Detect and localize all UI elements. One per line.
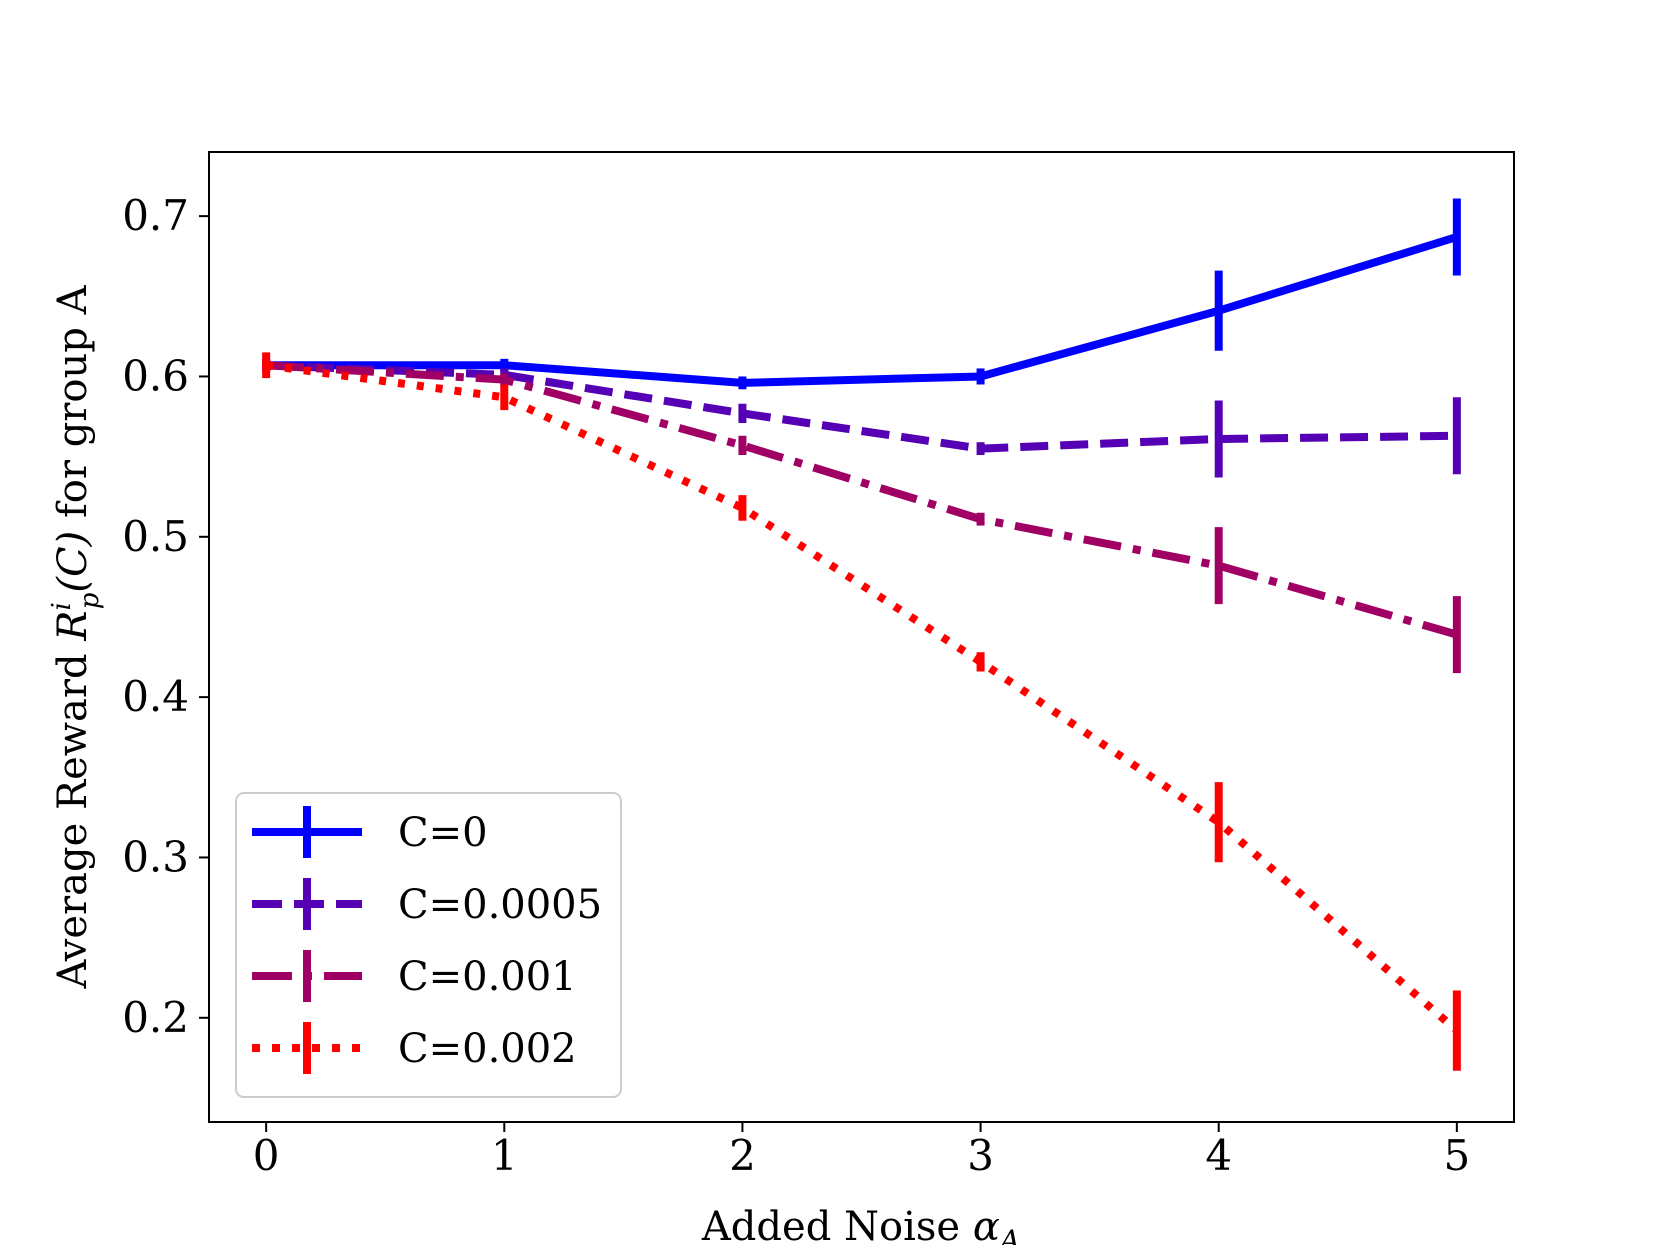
data-point [978, 374, 983, 379]
data-point [740, 380, 745, 385]
legend-item: C=0.002 [252, 1022, 577, 1074]
y-axis-label-subscript: p [75, 592, 105, 609]
y-tick-label: 0.6 [122, 351, 189, 400]
legend-item: C=0.001 [252, 950, 577, 1002]
legend-frame [235, 792, 622, 1098]
y-tick-label: 0.7 [122, 191, 189, 240]
x-tick-label: 3 [967, 1131, 994, 1180]
plot-frame [208, 151, 1515, 1123]
data-point [978, 659, 983, 664]
series-C=0 [262, 198, 1461, 390]
series-line [265, 361, 1460, 1034]
legend-label: C=0.002 [398, 1026, 577, 1072]
y-axis-label-argument: (C) [50, 531, 96, 593]
y-tick-label: 0.3 [122, 832, 189, 881]
data-point [740, 411, 745, 416]
y-axis-label-suffix: for group A [50, 284, 96, 530]
data-point [978, 517, 983, 522]
x-axis-label-main: Added Noise [701, 1204, 973, 1245]
series-line [265, 361, 1458, 639]
data-point [1216, 563, 1221, 568]
y-axis-label-superscript: i [47, 602, 77, 610]
x-axis-label-symbol: α [973, 1204, 1000, 1245]
series-line [266, 233, 1459, 387]
data-point [1216, 820, 1221, 825]
y-axis-label-prefix: Average Reward [50, 641, 96, 990]
x-axis-label-subscript: A [997, 1224, 1020, 1245]
legend: C=0 C=0.0005 C=0.001 C=0.002 [235, 792, 622, 1098]
x-axis: 0 1 2 3 4 5 [253, 1122, 1470, 1180]
legend-item: C=0.0005 [252, 878, 602, 930]
data-point [502, 363, 507, 368]
y-tick-label: 0.4 [122, 672, 189, 721]
data-point [740, 443, 745, 448]
x-tick-label: 1 [491, 1131, 518, 1180]
y-tick-label: 0.2 [122, 993, 189, 1042]
x-tick-label: 5 [1443, 1131, 1470, 1180]
data-point [502, 377, 507, 382]
data-point [502, 395, 507, 400]
data-point [1454, 234, 1459, 239]
data-point [1454, 632, 1459, 637]
data-point [264, 363, 269, 368]
y-axis-label-symbol: R [50, 611, 96, 642]
legend-item: C=0 [252, 806, 488, 858]
x-tick-label: 4 [1205, 1131, 1232, 1180]
legend-label: C=0 [398, 810, 488, 856]
data-point [1454, 1028, 1459, 1033]
x-tick-label: 2 [729, 1131, 756, 1180]
data-point [978, 446, 983, 451]
series-C=0.002 [262, 352, 1461, 1071]
y-axis-label: Average Reward Rip(C) for group A [47, 284, 105, 989]
x-axis-label: Added Noise αA [701, 1204, 1020, 1245]
legend-label: C=0.0005 [398, 882, 602, 928]
data-point [1216, 436, 1221, 441]
x-tick-label: 0 [253, 1131, 280, 1180]
series-layer [262, 198, 1461, 1071]
data-point [1216, 308, 1221, 313]
y-tick-label: 0.5 [122, 512, 189, 561]
legend-label: C=0.001 [398, 954, 577, 1000]
data-point [1454, 433, 1459, 438]
y-axis: 0.2 0.3 0.4 0.5 0.6 0.7 [122, 191, 209, 1042]
data-point [740, 505, 745, 510]
